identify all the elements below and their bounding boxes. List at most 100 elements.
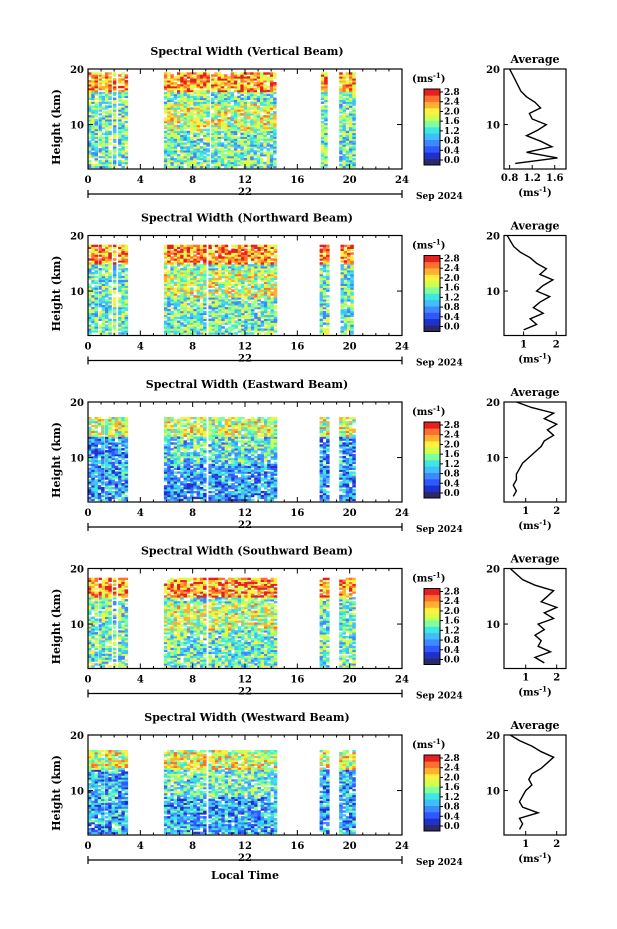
heatmap-cell [118,119,122,122]
heatmap-cell [263,132,267,135]
heatmap-cell [243,159,248,163]
heatmap-cell [352,76,356,79]
heatmap-cell [118,97,122,100]
heatmap-cell [199,109,204,112]
heatmap-cell [234,283,238,286]
heatmap-cell [183,138,187,141]
heatmap-cell [170,297,174,300]
heatmap-cell [203,271,207,275]
heatmap-cell [91,146,95,149]
heatmap-cell [211,82,215,85]
heatmap-cell [240,154,244,157]
heatmap-cell [247,126,251,130]
heatmap-cell [211,78,215,81]
heatmap-cell [218,310,222,314]
heatmap-cell [241,330,245,333]
heatmap-cell [173,165,178,169]
heatmap-cell [199,289,204,292]
heatmap-cell [320,157,325,161]
heatmap-cell [256,120,261,124]
heatmap-cell [88,120,92,124]
heatmap-cell [342,91,346,95]
heatmap-cell [170,154,174,157]
heatmap-cell [118,122,122,126]
heatmap-cell [124,109,129,112]
heatmap-cell [203,322,207,325]
heatmap-cell [124,330,129,333]
heatmap-cell [247,165,251,169]
heatmap-cell [186,269,191,273]
heatmap-cell [224,101,228,104]
heatmap-cell [94,256,98,259]
heatmap-cell [243,126,248,130]
heatmap-cell [211,142,215,145]
heatmap-cell [186,281,191,284]
heatmap-cell [199,157,204,161]
heatmap-cell [121,295,125,298]
heatmap-cell [124,146,129,149]
heatmap-cell [199,244,204,248]
heatmap-cell [217,132,221,135]
heatmap-cell [218,256,222,259]
heatmap-cell [269,93,274,97]
heatmap-cell [208,258,212,261]
heatmap-cell [118,446,122,449]
heatmap-cell [193,266,197,269]
heatmap-cell [247,130,251,134]
heatmap-cell [121,269,125,273]
heatmap-cell [206,163,210,167]
heatmap-cell [253,138,257,141]
heatmap-cell [217,107,221,110]
heatmap-cell [98,273,102,277]
heatmap-cell [247,154,251,157]
heatmap-cell [339,85,343,89]
heatmap-cell [217,134,221,137]
heatmap-cell [173,82,178,85]
heatmap-cell [349,107,353,110]
heatmap-cell [167,248,171,251]
heatmap-cell [193,244,197,248]
heatmap-cell [124,244,129,248]
heatmap-cell [244,285,248,288]
heatmap-cell [211,273,216,277]
heatmap-cell [177,330,181,333]
heatmap-cell [183,99,187,102]
heatmap-cell [273,97,277,100]
heatmap-cell [233,101,238,104]
heatmap-cell [163,124,168,128]
heatmap-cell [234,260,238,263]
colorbar-swatch [424,287,440,294]
heatmap-cell [208,328,212,331]
heatmap-cell [247,111,251,114]
heatmap-cell [220,152,225,155]
heatmap-cell [203,161,207,165]
heatmap-cell [214,95,218,99]
heatmap-cell [228,281,232,284]
heatmap-cell [260,122,264,126]
heatmap-cell [221,256,225,259]
heatmap-cell [211,115,215,118]
heatmap-cell [118,467,122,470]
heatmap-cell [183,260,187,263]
heatmap-cell [320,72,325,75]
heatmap-cell [173,107,178,110]
heatmap-cell [241,262,245,265]
heatmap-cell [214,262,219,265]
heatmap-cell [186,97,191,100]
heatmap-cell [196,154,201,157]
heatmap-cell [240,91,244,95]
heatmap-cell [196,277,201,281]
heatmap-cell [167,144,171,147]
heatmap-cell [218,312,222,316]
colorbar-swatch [424,280,440,288]
heatmap-cell [121,138,125,141]
heatmap-cell [237,295,242,298]
heatmap-cell [124,126,129,130]
heatmap-cell [121,155,125,159]
heatmap-cell [227,103,231,106]
heatmap-cell [112,258,117,261]
heatmap-cell [118,306,122,310]
heatmap-cell [180,308,184,312]
heatmap-cell [94,322,98,325]
heatmap-cell [101,119,106,122]
